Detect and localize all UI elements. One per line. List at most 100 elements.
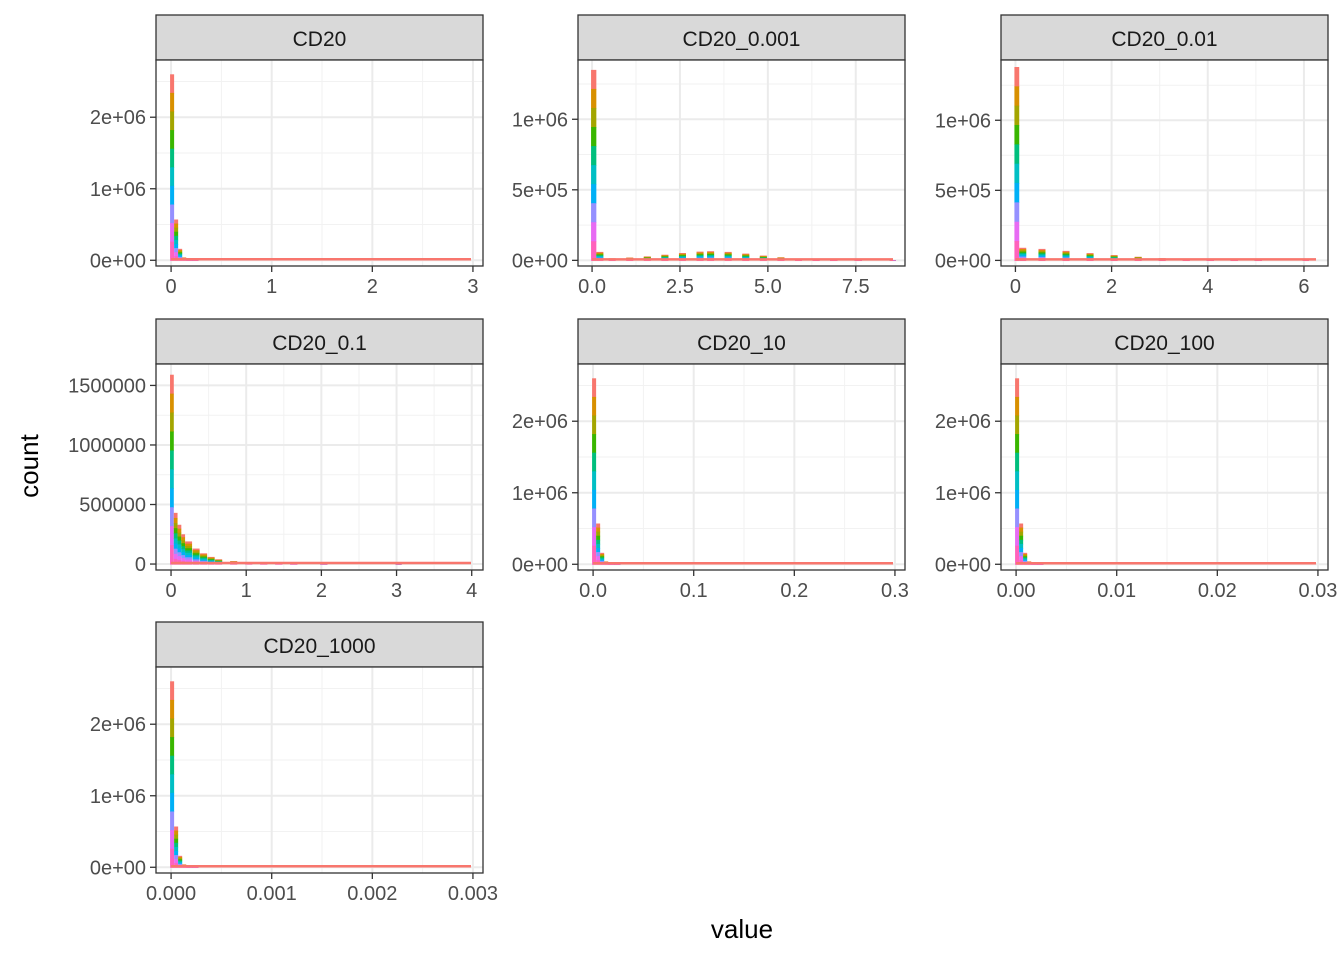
histogram-bin-segment	[1086, 254, 1094, 256]
histogram-bin-segment	[596, 256, 604, 258]
y-tick-label: 0e+00	[512, 554, 568, 576]
x-tick-label: 0	[165, 580, 176, 602]
histogram-bin-segment	[192, 553, 200, 556]
histogram-bin-segment	[596, 252, 604, 255]
histogram-bin-segment	[174, 826, 179, 832]
histogram-bin-segment	[174, 842, 179, 848]
x-tick-label: 0.0	[578, 276, 606, 298]
histogram-bin-segment	[173, 528, 178, 534]
histogram-bin-segment	[596, 556, 601, 561]
histogram-bin-segment	[608, 564, 615, 565]
histogram-bin-segment	[600, 552, 605, 555]
histogram-bin-segment	[600, 559, 605, 562]
histogram-bin-segment	[591, 241, 597, 261]
histogram-bin-segment	[178, 860, 183, 863]
histogram-bin-segment	[181, 558, 186, 562]
histogram-bin-segment	[200, 554, 208, 557]
histogram-bin-segment	[1014, 125, 1020, 145]
histogram-bin-segment	[696, 255, 704, 258]
histogram-bin-segment	[185, 559, 193, 563]
histogram-bin-segment	[170, 526, 174, 546]
x-tick-label: 4	[466, 580, 477, 602]
histogram-bin-segment	[724, 255, 732, 257]
histogram-bin-segment	[174, 846, 179, 852]
histogram-bin-segment	[1015, 396, 1020, 417]
facet-panel-cd20-0-01: CD20_0.01 0 2 4 6 0e+00 5e+05 1e+06	[935, 14, 1329, 298]
histogram-bin-segment	[1031, 564, 1038, 565]
histogram-bin-segment	[192, 556, 200, 559]
histogram-bin-segment	[170, 167, 175, 187]
histogram-bin-segment	[592, 471, 597, 491]
histogram-bin-segment	[1019, 252, 1027, 255]
histogram-bin-segment	[1254, 260, 1262, 261]
histogram-bin-segment	[742, 254, 750, 257]
y-tick-label: 0	[135, 554, 146, 576]
histogram-bin-segment	[600, 560, 605, 563]
y-tick-label: 0e+00	[935, 554, 991, 576]
histogram-bin-segment	[678, 256, 686, 259]
histogram-bin-segment	[173, 548, 178, 555]
histogram-bin-segment	[178, 255, 183, 258]
x-tick-label: 0	[166, 276, 177, 298]
histogram-bin-segment	[591, 146, 597, 166]
histogram-bin-segment	[1062, 254, 1070, 257]
histogram-bin-segment	[170, 92, 175, 113]
y-tick-label: 0e+00	[90, 857, 146, 879]
y-tick-label: 0e+00	[935, 250, 991, 272]
histogram-bin-segment	[185, 554, 193, 558]
y-tick-label: 5e+05	[512, 180, 568, 202]
histogram-bin-segment	[170, 111, 175, 131]
x-tick-label: 3	[467, 276, 478, 298]
histogram-bin-segment	[174, 248, 179, 253]
histogram-bars	[170, 74, 471, 261]
histogram-bin-segment	[591, 107, 597, 128]
histogram-bin-segment	[742, 256, 750, 258]
histogram-bin-segment	[170, 718, 175, 738]
histogram-bin-segment	[181, 549, 186, 553]
x-tick-label: 0.01	[1097, 580, 1136, 602]
histogram-bin-segment	[1015, 452, 1020, 472]
x-tick-label: 2	[316, 580, 327, 602]
histogram-bin-segment	[1038, 254, 1046, 257]
histogram-bin-segment	[591, 127, 597, 147]
x-tick-label: 4	[1202, 276, 1213, 298]
histogram-bin-segment	[178, 856, 183, 859]
y-tick-label: 2e+06	[935, 411, 991, 433]
histogram-bin-segment	[592, 415, 597, 435]
histogram-bin-segment	[174, 243, 179, 249]
histogram-bin-segment	[170, 204, 175, 224]
histogram-bin-segment	[170, 450, 174, 470]
panel-border	[155, 666, 484, 874]
histogram-bin-segment	[170, 469, 174, 489]
histogram-bin-segment	[724, 256, 732, 259]
x-tick-label: 0	[1010, 276, 1021, 298]
histogram-bin-segment	[174, 252, 179, 257]
histogram-bin-segment	[173, 558, 178, 565]
histogram-bin-segment	[174, 219, 179, 225]
histogram-bin-segment	[592, 508, 597, 528]
histogram-bin-segment	[592, 545, 597, 565]
histogram-bin-segment	[207, 559, 215, 561]
x-tick-label: 1	[266, 276, 277, 298]
histogram-bin-segment	[1015, 471, 1020, 491]
histogram-bars	[170, 374, 471, 565]
histogram-bin-segment	[596, 535, 601, 541]
histogram-bin-segment	[596, 254, 604, 256]
histogram-bin-segment	[1038, 251, 1046, 253]
histogram-bin-segment	[174, 850, 179, 856]
plot-panel	[156, 60, 483, 266]
histogram-bin-segment	[178, 251, 183, 253]
histogram-bin-segment	[854, 260, 862, 261]
histogram-bin-segment	[181, 555, 186, 559]
histogram-bin-segment	[200, 555, 208, 558]
histogram-bin-segment	[1023, 560, 1028, 563]
histogram-bin-segment	[596, 527, 601, 533]
x-tick-label: 0.02	[1198, 580, 1237, 602]
y-tick-label: 1e+06	[90, 179, 146, 201]
histogram-bin-segment	[181, 534, 186, 538]
histogram-bin-segment	[1015, 434, 1020, 454]
histogram-bin-segment	[177, 536, 182, 542]
histogram-bin-segment	[320, 564, 328, 565]
histogram-bin-segment	[1023, 553, 1028, 556]
histogram-bin-segment	[1302, 260, 1309, 261]
